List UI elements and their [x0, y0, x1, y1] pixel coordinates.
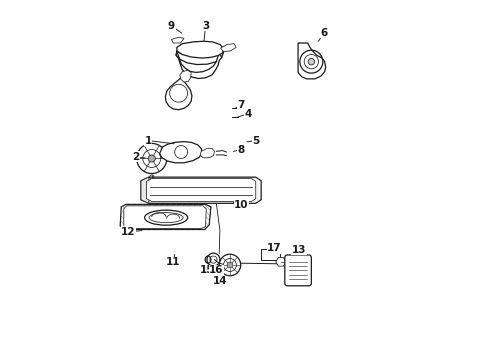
- Polygon shape: [141, 177, 149, 203]
- Text: 2: 2: [132, 152, 139, 162]
- Text: 10: 10: [234, 200, 248, 210]
- Polygon shape: [298, 43, 326, 79]
- FancyBboxPatch shape: [285, 255, 311, 286]
- Polygon shape: [141, 177, 261, 203]
- Text: 14: 14: [213, 276, 227, 286]
- Polygon shape: [147, 179, 256, 202]
- Text: 16: 16: [209, 265, 223, 275]
- Circle shape: [227, 262, 233, 268]
- Polygon shape: [160, 141, 202, 163]
- Polygon shape: [177, 41, 223, 58]
- Polygon shape: [120, 204, 211, 229]
- Polygon shape: [176, 51, 221, 78]
- Polygon shape: [261, 249, 280, 260]
- Text: 6: 6: [320, 28, 327, 38]
- Polygon shape: [276, 257, 286, 266]
- Text: 8: 8: [238, 144, 245, 154]
- Text: 17: 17: [267, 243, 282, 253]
- Polygon shape: [124, 206, 206, 228]
- Text: 7: 7: [238, 100, 245, 110]
- Text: 1: 1: [145, 136, 152, 145]
- Polygon shape: [176, 50, 223, 64]
- Polygon shape: [220, 44, 236, 51]
- Text: 3: 3: [202, 21, 209, 31]
- Text: 11: 11: [166, 257, 180, 267]
- Text: 15: 15: [200, 265, 215, 275]
- Polygon shape: [172, 37, 184, 43]
- Polygon shape: [176, 50, 223, 64]
- Polygon shape: [200, 148, 215, 158]
- Polygon shape: [180, 70, 191, 82]
- Text: 9: 9: [168, 21, 175, 31]
- Polygon shape: [176, 51, 221, 78]
- Text: 4: 4: [245, 109, 252, 119]
- Text: 5: 5: [252, 136, 259, 145]
- Text: 12: 12: [121, 227, 136, 237]
- Circle shape: [308, 58, 315, 65]
- Polygon shape: [120, 204, 211, 229]
- Text: 13: 13: [292, 245, 306, 255]
- Polygon shape: [177, 41, 223, 58]
- Circle shape: [148, 155, 155, 162]
- Polygon shape: [166, 78, 192, 110]
